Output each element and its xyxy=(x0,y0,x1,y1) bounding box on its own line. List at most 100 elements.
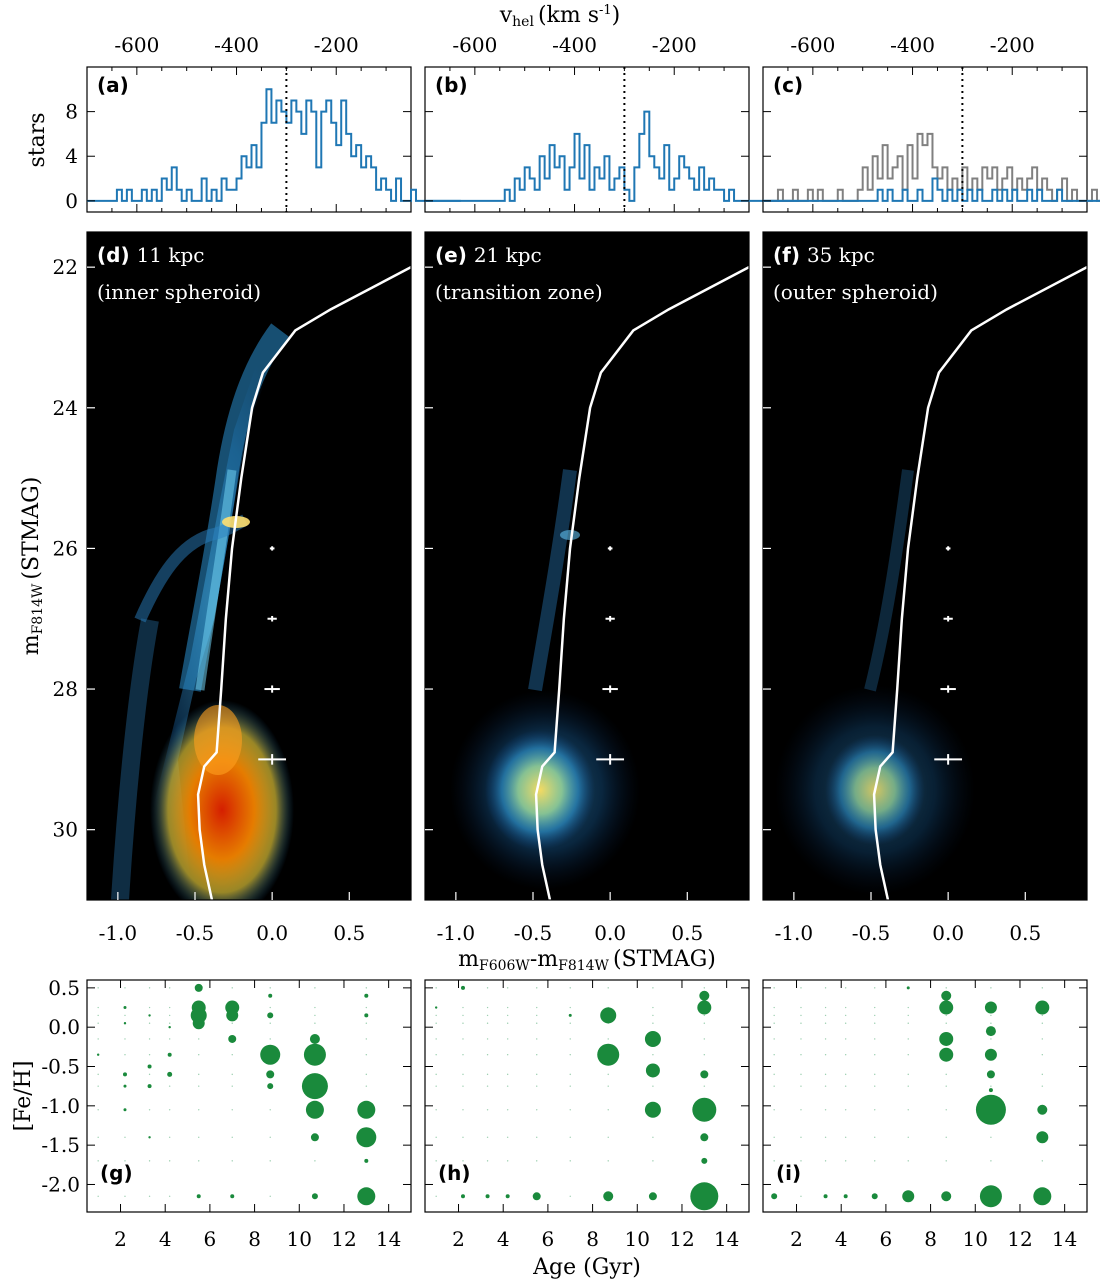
color-axis-m1: m xyxy=(458,947,479,972)
panel-f-rgb-band xyxy=(864,469,914,692)
age-axis-title: Age (Gyr) xyxy=(532,1255,641,1280)
panel-g-grid-dot xyxy=(148,1195,151,1197)
panel-h-grid-dot xyxy=(462,1109,464,1111)
panel-g-grid-dot xyxy=(314,1160,316,1162)
panel-i-grid-dot xyxy=(1041,1022,1044,1024)
panel-h-grid-dot xyxy=(435,1109,437,1111)
panel-h-grid-dot xyxy=(703,1014,706,1017)
panel-g-grid-dot xyxy=(148,1022,151,1024)
panel-i-grid-dot xyxy=(800,1085,802,1087)
velocity-axis-sup: -1 xyxy=(599,3,612,18)
panel-i-grid-dot xyxy=(945,1014,947,1017)
panel-g-grid-dot xyxy=(168,1136,171,1138)
panel-h-grid-dot xyxy=(703,1038,706,1040)
panel-e-xtick-label: -0.5 xyxy=(514,921,553,945)
panel-i-grid-dot xyxy=(800,1073,802,1076)
panel-g-grid-dot xyxy=(124,1038,126,1040)
panel-h-grid-dot xyxy=(435,1073,437,1076)
panel-g-bubble xyxy=(167,1052,172,1057)
panel-i-xtick-label: 12 xyxy=(1007,1227,1032,1251)
panel-i-grid-dot xyxy=(800,1014,802,1017)
panel-i-grid-dot xyxy=(907,1109,909,1111)
panel-c-xtick-label: -600 xyxy=(790,33,835,57)
panel-h-grid-dot xyxy=(435,1136,437,1138)
panel-h-grid-dot xyxy=(536,1014,538,1017)
panel-h-grid-dot xyxy=(569,1195,571,1197)
panel-g-plot: 2 4 6 8 10 12 14 0.5 0.0 -0.5 -1.0 -1.5 -2.0 xyxy=(41,976,411,1251)
panel-i-bubble xyxy=(1036,1131,1049,1144)
panel-g-xtick-label: 12 xyxy=(331,1227,356,1251)
velocity-axis-title: vhel (km s-1) xyxy=(499,3,621,30)
panel-i-grid-dot xyxy=(907,1038,909,1040)
panel-i-grid-dot xyxy=(773,1054,775,1056)
panel-a-frame xyxy=(86,66,412,213)
panel-i-bubble xyxy=(986,1070,995,1079)
panel-h-grid-dot xyxy=(569,987,571,989)
panel-g-grid-dot xyxy=(365,1006,368,1009)
panel-g-grid-dot xyxy=(168,987,171,989)
magnitude-axis-unit: (STMAG) xyxy=(19,477,44,580)
panel-g-grid-dot xyxy=(198,1085,200,1087)
panel-h-grid-dot xyxy=(569,1109,571,1111)
panel-g-grid-dot xyxy=(124,987,126,989)
panel-h-bubble xyxy=(603,1191,614,1202)
panel-g-xtick-label: 4 xyxy=(159,1227,172,1251)
panel-g-grid-dot xyxy=(97,1022,99,1024)
panel-i-grid-dot xyxy=(773,1022,775,1024)
panel-g-grid-dot xyxy=(148,1038,151,1040)
panel-i-bubble xyxy=(939,1031,954,1046)
panel-e-label: (e) 21 kpc xyxy=(435,243,542,267)
panel-g-grid-dot xyxy=(314,1022,316,1024)
panel-h-plot: 2 4 6 8 10 12 14 xyxy=(425,980,749,1251)
panel-i-grid-dot xyxy=(1041,1038,1044,1040)
panel-g-bubble xyxy=(123,1084,127,1088)
panel-i-grid-dot xyxy=(773,1109,775,1111)
panel-h-grid-dot xyxy=(652,1022,654,1024)
panel-e-xtick-label: -1.0 xyxy=(437,921,476,945)
panel-h-grid-dot xyxy=(435,1022,437,1024)
panel-i-grid-dot xyxy=(800,1038,802,1040)
panel-c-xtick-label: -400 xyxy=(890,33,935,57)
cmd-axis-ticks: -1.0 -0.5 0.0 0.5 22 24 26 28 30 -1.0 -0.5 0.0 0.5 -1… xyxy=(53,255,1042,945)
panel-g-bubble xyxy=(96,1053,100,1056)
panel-i-grid-dot xyxy=(824,987,827,989)
panel-h-grid-dot xyxy=(536,1136,538,1138)
panel-h-bubble xyxy=(600,1007,617,1024)
panel-h-bubble xyxy=(699,990,710,1001)
panel-h-grid-dot xyxy=(435,987,437,989)
panel-i-grid-dot xyxy=(824,1160,827,1162)
panel-i-grid-dot xyxy=(990,1160,992,1162)
panel-i-grid-dot xyxy=(773,1014,775,1017)
panel-g-grid-dot xyxy=(97,987,99,989)
panel-h-xtick-label: 12 xyxy=(669,1227,694,1251)
color-axis-title: mF606W-mF814W (STMAG) xyxy=(458,947,716,974)
panel-h-grid-dot xyxy=(506,987,509,989)
magnitude-axis-sub: F814W xyxy=(30,583,46,634)
panel-h-grid-dot xyxy=(607,1038,609,1040)
panel-i-grid-dot xyxy=(824,1014,827,1017)
panel-g-grid-dot xyxy=(148,1160,151,1162)
color-axis-mid: -m xyxy=(530,947,558,972)
panel-i-grid-dot xyxy=(844,987,847,989)
panel-h-xtick-label: 2 xyxy=(452,1227,465,1251)
panel-e-isochrone xyxy=(534,266,750,901)
panel-i-grid-dot xyxy=(824,1136,827,1138)
panel-g-grid-dot xyxy=(269,987,271,989)
panel-b-plot: -600 -400 -200 xyxy=(424,33,799,212)
panel-i-grid-dot xyxy=(945,1022,947,1024)
panel-h-grid-dot xyxy=(607,1160,609,1162)
panel-g-grid-dot xyxy=(124,1136,126,1138)
panel-i-grid-dot xyxy=(824,1006,827,1009)
panel-g-bubble xyxy=(364,1013,369,1018)
panel-i-grid-dot xyxy=(945,1085,947,1087)
panel-i-grid-dot xyxy=(773,1038,775,1040)
panel-g-grid-dot xyxy=(198,1073,200,1076)
panel-f-xtick-label: 0.5 xyxy=(1009,921,1041,945)
panel-f-region: (outer spheroid) xyxy=(773,280,938,304)
panel-i-grid-dot xyxy=(874,1109,876,1111)
panel-i-grid-dot xyxy=(800,1022,802,1024)
panel-f-label: (f) 35 kpc xyxy=(773,243,875,267)
panel-i-grid-dot xyxy=(945,1136,947,1138)
panel-g-grid-dot xyxy=(148,1006,151,1009)
panel-i-bubble xyxy=(902,1190,915,1203)
